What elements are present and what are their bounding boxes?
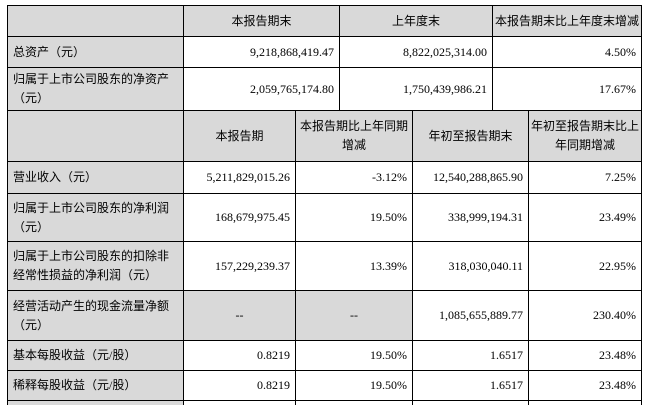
value-cell: 1,085,655,889.77 bbox=[412, 290, 529, 341]
col-header-prior-year-end: 上年度末 bbox=[339, 5, 493, 37]
corner-cell bbox=[7, 110, 184, 162]
value-cell: 1.6517 bbox=[412, 340, 529, 371]
table-row-net-profit-excl-nonrecurring: 归属于上市公司股东的扣除非经常性损益的净利润（元） 157,229,239.37… bbox=[7, 241, 642, 291]
table-row-diluted-eps: 稀释每股收益（元/股） 0.8219 19.50% 1.6517 23.48% bbox=[7, 370, 642, 401]
value-cell: 7.25% bbox=[528, 161, 642, 194]
table-row-operating-cash-flow: 经营活动产生的现金流量净额（元） -- -- 1,085,655,889.77 … bbox=[7, 290, 642, 341]
col-header-change-vs-prior-year-end: 本报告期末比上年度末增减 bbox=[492, 5, 642, 37]
row-label: 基本每股收益（元/股） bbox=[7, 340, 184, 371]
row-label: 归属于上市公司股东的净利润（元） bbox=[7, 193, 184, 242]
value-cell: 23.48% bbox=[528, 370, 642, 401]
value-cell: -0.27% bbox=[528, 400, 642, 405]
table-row-net-assets: 归属于上市公司股东的净资产（元） 2,059,765,174.80 1,750,… bbox=[7, 67, 642, 111]
value-cell: 19.50% bbox=[295, 340, 413, 371]
row-label: 营业收入（元） bbox=[7, 161, 184, 194]
row-label: 归属于上市公司股东的净资产（元） bbox=[7, 67, 184, 111]
value-cell: -0.42% bbox=[295, 400, 413, 405]
value-cell: 17.67% bbox=[492, 67, 642, 111]
value-cell: 1,750,439,986.21 bbox=[339, 67, 493, 111]
value-cell: 168,679,975.45 bbox=[183, 193, 296, 242]
value-cell: 8.55% bbox=[183, 400, 296, 405]
col-header-change-vs-same-period: 本报告期比上年同期增减 bbox=[295, 110, 413, 162]
value-cell: 19.50% bbox=[295, 370, 413, 401]
value-cell: 338,999,194.31 bbox=[412, 193, 529, 242]
value-cell-empty: -- bbox=[295, 290, 413, 341]
table-row-net-profit: 归属于上市公司股东的净利润（元） 168,679,975.45 19.50% 3… bbox=[7, 193, 642, 242]
table-row-operating-revenue: 营业收入（元） 5,211,829,015.26 -3.12% 12,540,2… bbox=[7, 161, 642, 194]
key-financials-table: 本报告期末 上年度末 本报告期末比上年度末增减 总资产（元） 9,218,868… bbox=[7, 5, 642, 405]
value-cell: 157,229,239.37 bbox=[183, 241, 296, 291]
value-cell: 13.39% bbox=[295, 241, 413, 291]
value-cell: 23.48% bbox=[528, 340, 642, 371]
value-cell: 1.6517 bbox=[412, 370, 529, 401]
table-row-weighted-avg-roe: 加权平均净资产收益率 8.55% -0.42% 17.87% -0.27% bbox=[7, 400, 642, 405]
col-header-current-period: 本报告期 bbox=[183, 110, 296, 162]
section1-header-row: 本报告期末 上年度末 本报告期末比上年度末增减 bbox=[7, 5, 642, 37]
value-cell: 19.50% bbox=[295, 193, 413, 242]
corner-cell bbox=[7, 5, 184, 37]
row-label: 稀释每股收益（元/股） bbox=[7, 370, 184, 401]
balance-section-table: 本报告期末 上年度末 本报告期末比上年度末增减 总资产（元） 9,218,868… bbox=[7, 5, 642, 111]
col-header-year-to-date: 年初至报告期末 bbox=[412, 110, 529, 162]
col-header-current-period-end: 本报告期末 bbox=[183, 5, 340, 37]
value-cell: 12,540,288,865.90 bbox=[412, 161, 529, 194]
row-label: 总资产（元） bbox=[7, 36, 184, 68]
value-cell: 9,218,868,419.47 bbox=[183, 36, 340, 68]
value-cell: 22.95% bbox=[528, 241, 642, 291]
row-label: 加权平均净资产收益率 bbox=[7, 400, 184, 405]
value-cell: 2,059,765,174.80 bbox=[183, 67, 340, 111]
value-cell: 0.8219 bbox=[183, 370, 296, 401]
table-row-total-assets: 总资产（元） 9,218,868,419.47 8,822,025,314.00… bbox=[7, 36, 642, 68]
value-cell-empty: -- bbox=[183, 290, 296, 341]
value-cell: 23.49% bbox=[528, 193, 642, 242]
performance-section-table: 本报告期 本报告期比上年同期增减 年初至报告期末 年初至报告期末比上年同期增减 … bbox=[7, 110, 642, 405]
table-row-basic-eps: 基本每股收益（元/股） 0.8219 19.50% 1.6517 23.48% bbox=[7, 340, 642, 371]
value-cell: 5,211,829,015.26 bbox=[183, 161, 296, 194]
value-cell: 0.8219 bbox=[183, 340, 296, 371]
value-cell: 17.87% bbox=[412, 400, 529, 405]
row-label: 经营活动产生的现金流量净额（元） bbox=[7, 290, 184, 341]
value-cell: 8,822,025,314.00 bbox=[339, 36, 493, 68]
value-cell: 230.40% bbox=[528, 290, 642, 341]
col-header-ytd-change-vs-same-period: 年初至报告期末比上年同期增减 bbox=[528, 110, 642, 162]
row-label: 归属于上市公司股东的扣除非经常性损益的净利润（元） bbox=[7, 241, 184, 291]
section2-header-row: 本报告期 本报告期比上年同期增减 年初至报告期末 年初至报告期末比上年同期增减 bbox=[7, 110, 642, 162]
value-cell: 4.50% bbox=[492, 36, 642, 68]
value-cell: -3.12% bbox=[295, 161, 413, 194]
value-cell: 318,030,040.11 bbox=[412, 241, 529, 291]
